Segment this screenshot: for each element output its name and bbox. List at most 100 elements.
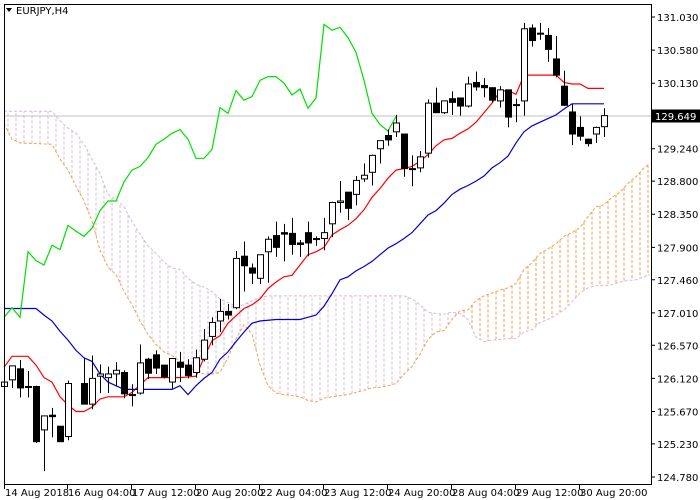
candle <box>313 236 320 246</box>
candle <box>497 86 504 108</box>
price-tick-label: 127.010 <box>657 309 698 320</box>
senkou-span-a-line <box>3 123 651 403</box>
time-tick-label: 29 Aug 12:00 <box>516 488 583 499</box>
candle <box>513 98 520 123</box>
price-tick-label: 126.570 <box>657 341 698 352</box>
tenkan-sen-line <box>3 74 604 413</box>
time-tick-label: 17 Aug 12:00 <box>132 488 199 499</box>
candle <box>521 22 528 116</box>
candle <box>481 78 488 98</box>
senkou-span-b-line <box>4 110 651 343</box>
candle <box>585 138 592 147</box>
candle <box>353 175 360 206</box>
price-tick-label: 126.120 <box>657 374 698 385</box>
candle <box>561 70 568 107</box>
candle <box>177 351 184 383</box>
candle <box>113 362 120 387</box>
candle <box>385 129 392 146</box>
time-tick-label: 22 Aug 04:00 <box>260 488 327 499</box>
price-tick-label: 130.130 <box>657 79 698 90</box>
candle <box>545 28 552 62</box>
ichimoku-cloud <box>3 110 651 403</box>
candle <box>193 349 200 378</box>
candle <box>257 254 264 285</box>
chikou-span-line <box>3 23 397 319</box>
price-tick-label: 127.460 <box>657 276 698 287</box>
candle <box>217 298 224 333</box>
candle <box>145 357 152 380</box>
candle <box>505 89 512 128</box>
candle <box>449 91 456 115</box>
candle <box>9 365 16 388</box>
candle <box>201 329 208 362</box>
candle <box>457 97 464 116</box>
candle <box>441 100 448 115</box>
candle <box>321 217 328 251</box>
candle <box>473 71 480 91</box>
current-price-value: 129.649 <box>655 112 696 123</box>
symbol-header[interactable]: EURJPY,H4 <box>6 6 69 17</box>
candle <box>577 116 584 141</box>
candle <box>281 223 288 262</box>
triangle-down-icon[interactable] <box>6 8 12 12</box>
candle <box>417 150 424 173</box>
symbol-label: EURJPY,H4 <box>16 6 69 17</box>
candle <box>465 76 472 108</box>
candle <box>209 317 216 346</box>
candle <box>409 155 416 187</box>
time-tick-label: 24 Aug 20:00 <box>388 488 455 499</box>
candle <box>81 358 88 405</box>
candle <box>57 425 64 443</box>
candle <box>305 221 312 257</box>
candle <box>225 304 232 320</box>
candle <box>121 370 128 399</box>
candle <box>329 201 336 238</box>
price-tick-label: 125.230 <box>657 440 698 451</box>
price-tick-label: 125.670 <box>657 407 698 418</box>
candle <box>297 240 304 257</box>
candle <box>33 385 40 444</box>
candle <box>569 103 576 146</box>
price-axis[interactable]: 131.030 130.580 130.130 129.240 128.800 128.3… <box>651 13 698 484</box>
current-price-tag: 129.649 <box>652 109 700 123</box>
candle <box>241 241 248 292</box>
time-tick-label: 14 Aug 2018 <box>5 488 69 499</box>
candle <box>337 181 344 213</box>
candle <box>105 366 112 394</box>
candle <box>433 87 440 114</box>
candle <box>361 163 368 182</box>
candle <box>377 140 384 164</box>
time-tick-label: 16 Aug 04:00 <box>68 488 135 499</box>
candle <box>273 221 280 257</box>
candle <box>49 407 56 438</box>
time-tick-label: 30 Aug 20:00 <box>580 488 647 499</box>
candle <box>65 380 72 441</box>
candle <box>249 263 256 285</box>
candle <box>25 371 32 398</box>
candle <box>401 133 408 177</box>
candle <box>489 87 496 103</box>
candle <box>17 359 24 398</box>
candle <box>369 154 376 186</box>
price-tick-label: 129.240 <box>657 145 698 156</box>
candle <box>537 22 544 40</box>
price-tick-label: 128.800 <box>657 177 698 188</box>
candlesticks <box>1 22 608 472</box>
time-tick-label: 23 Aug 12:00 <box>324 488 391 499</box>
candle <box>97 364 104 394</box>
price-tick-label: 131.030 <box>657 13 698 24</box>
plot-area-frame <box>4 4 652 485</box>
candle <box>553 36 560 78</box>
candle <box>41 415 48 472</box>
candle <box>153 350 160 374</box>
candle <box>89 355 96 410</box>
candle <box>593 126 600 143</box>
candle <box>169 358 176 389</box>
candle <box>289 217 296 255</box>
price-tick-label: 128.350 <box>657 210 698 221</box>
candle <box>265 236 272 283</box>
candle <box>233 251 240 310</box>
time-tick-label: 20 Aug 20:00 <box>196 488 263 499</box>
